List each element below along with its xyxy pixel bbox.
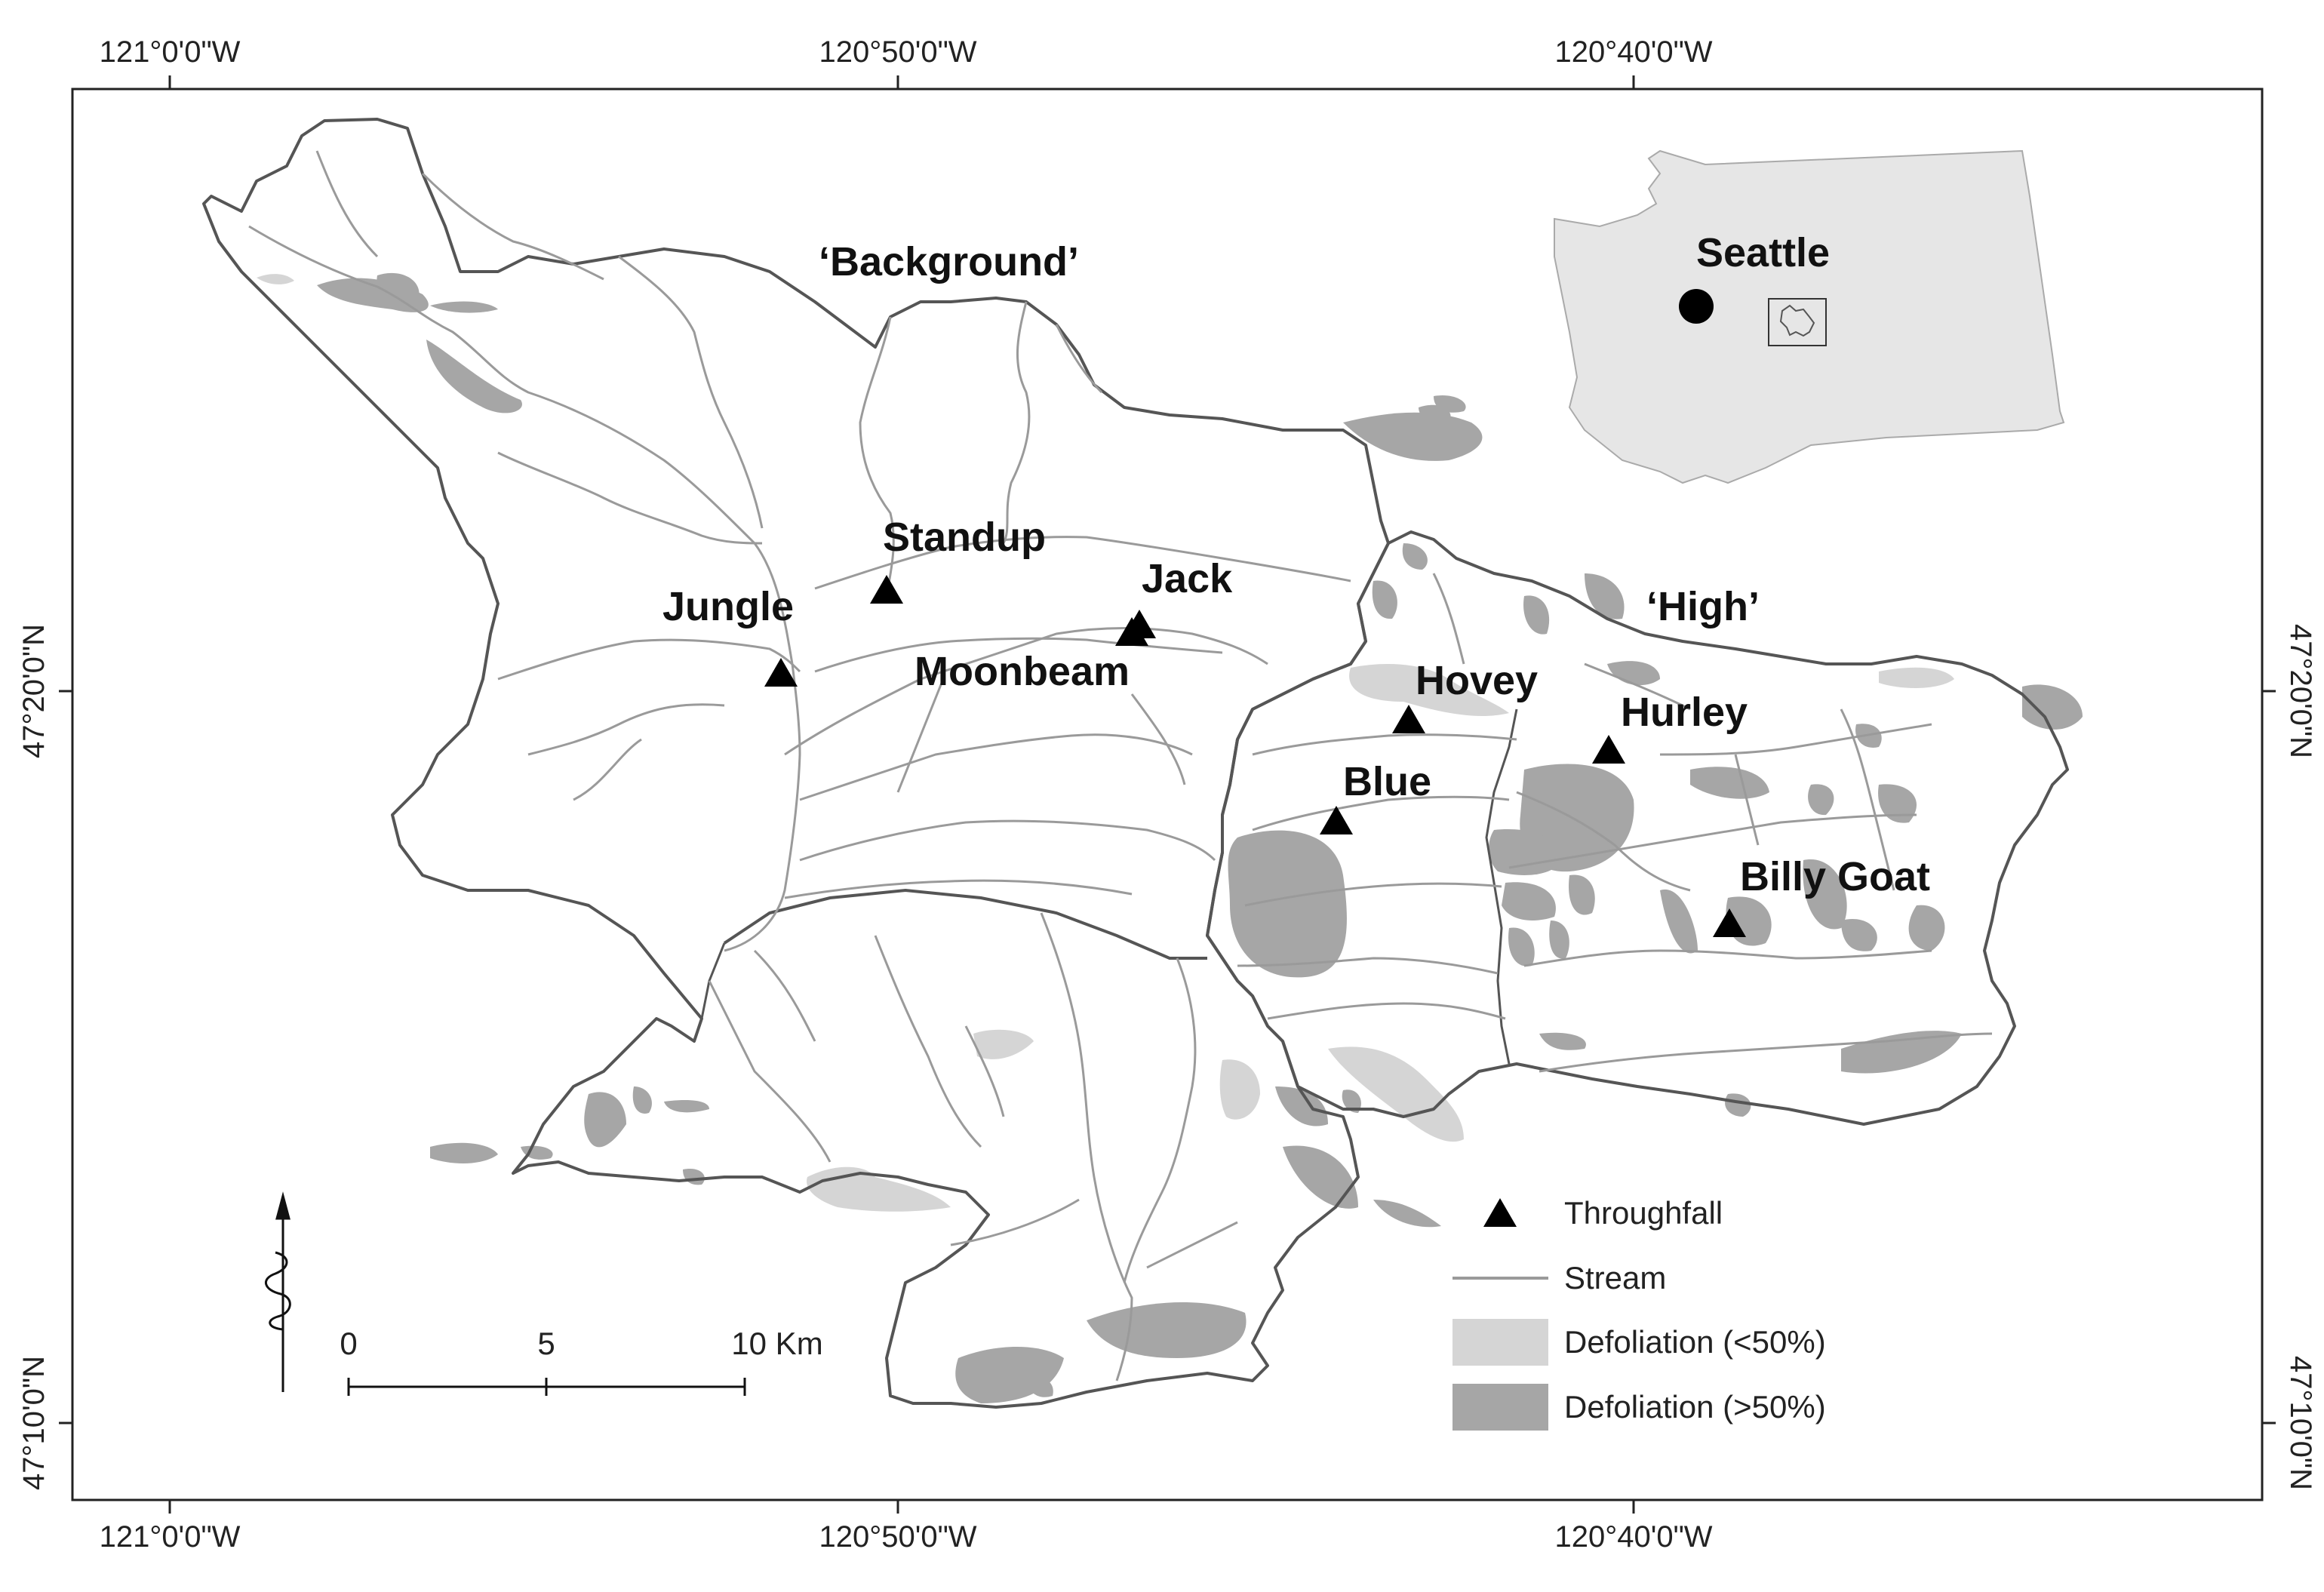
legend-defoliation-high-label: Defoliation (>50%) <box>1564 1389 1826 1425</box>
triangle-marker-hurley <box>1592 735 1625 764</box>
region-label-high: ‘High’ <box>1646 584 1760 629</box>
bottom-lon-label-2: 120°50'0"W <box>819 1520 976 1554</box>
triangle-marker-moonbeam <box>1115 617 1148 646</box>
site-label-hurley: Hurley <box>1621 690 1748 735</box>
triangle-marker-hovey <box>1392 705 1425 733</box>
north-arrow-icon <box>265 1191 291 1392</box>
legend-stream-label: Stream <box>1564 1260 1666 1295</box>
legend-defoliation-low-label: Defoliation (<50%) <box>1564 1324 1826 1360</box>
seattle-city-marker <box>1679 289 1714 324</box>
site-label-jack: Jack <box>1142 556 1233 601</box>
triangle-marker-billy-goat <box>1713 908 1746 937</box>
sub-watershed-divider <box>723 888 1207 960</box>
streams <box>248 150 1993 1381</box>
scale-label-10: 10 Km <box>731 1326 822 1361</box>
triangle-marker-standup <box>870 575 903 604</box>
scale-bar <box>347 1378 746 1396</box>
legend-defoliation-low-swatch <box>1452 1319 1548 1366</box>
top-lon-label-2: 120°50'0"W <box>819 35 976 69</box>
region-label-background: ‘Background’ <box>819 239 1079 284</box>
scale-label-5: 5 <box>537 1326 555 1361</box>
right-lat-label-1: 47°20'0"N <box>2284 624 2317 758</box>
top-lon-label-1: 121°0'0"W <box>100 35 241 69</box>
throughfall-markers <box>764 575 1746 937</box>
right-lat-label-2: 47°10'0"N <box>2284 1356 2317 1490</box>
left-lat-label-2: 47°10'0"N <box>17 1356 51 1490</box>
graticule-ticks <box>59 75 2276 1514</box>
triangle-marker-blue <box>1320 806 1353 834</box>
inset-label-seattle: Seattle <box>1696 230 1830 275</box>
site-label-blue: Blue <box>1343 759 1431 804</box>
legend-throughfall-label: Throughfall <box>1564 1195 1723 1231</box>
high-watershed-boundary <box>1206 530 2069 1126</box>
bottom-lon-label-1: 121°0'0"W <box>100 1520 241 1554</box>
site-label-hovey: Hovey <box>1416 658 1538 703</box>
site-label-moonbeam: Moonbeam <box>915 649 1130 694</box>
inset-washington-map: Seattle <box>1554 149 2065 484</box>
legend-defoliation-high-swatch <box>1452 1384 1548 1431</box>
scale-label-0: 0 <box>340 1326 357 1361</box>
site-label-jungle: Jungle <box>662 584 794 629</box>
study-area-locator-box <box>1768 298 1827 346</box>
triangle-marker-jungle <box>764 658 798 687</box>
top-lon-label-3: 120°40'0"W <box>1554 35 1712 69</box>
site-label-billy-goat: Billy Goat <box>1740 854 1930 899</box>
legend: Throughfall Stream Defoliation (<50%) De… <box>1452 1195 1826 1431</box>
legend-throughfall-symbol <box>1483 1198 1517 1227</box>
bottom-lon-label-3: 120°40'0"W <box>1554 1520 1712 1554</box>
high-internal-divider <box>1485 708 1518 1065</box>
study-area-locator-shape <box>1779 304 1815 337</box>
left-lat-label-1: 47°20'0"N <box>17 624 51 758</box>
site-label-standup: Standup <box>883 515 1046 560</box>
